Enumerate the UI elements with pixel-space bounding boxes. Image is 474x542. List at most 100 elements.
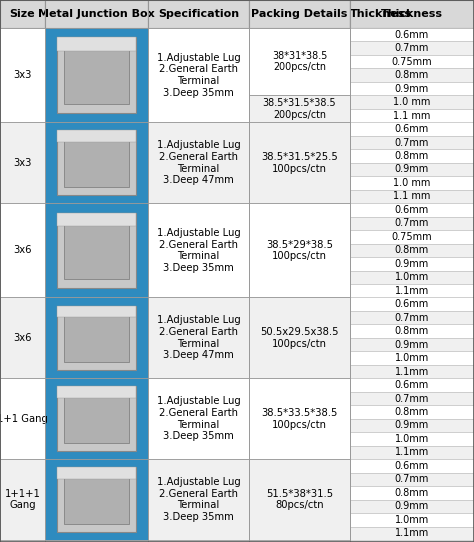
Bar <box>249 378 350 459</box>
Bar <box>350 0 474 28</box>
Text: 0.6mm: 0.6mm <box>395 380 429 390</box>
Bar <box>148 298 249 378</box>
Text: 1.0mm: 1.0mm <box>395 515 429 525</box>
Bar <box>64 475 129 524</box>
Text: 1.0mm: 1.0mm <box>395 272 429 282</box>
Text: 1.1 mm: 1.1 mm <box>393 191 431 202</box>
Text: 38.5*31.5*38.5
200pcs/ctn: 38.5*31.5*38.5 200pcs/ctn <box>263 98 337 120</box>
Text: 1.Adjustable Lug
2.General Earth
Terminal
3.Deep 35mm: 1.Adjustable Lug 2.General Earth Termina… <box>156 228 240 273</box>
Text: Metal Junction Box: Metal Junction Box <box>38 9 155 19</box>
Bar <box>350 109 474 122</box>
Text: 1.Adjustable Lug
2.General Earth
Terminal
3.Deep 47mm: 1.Adjustable Lug 2.General Earth Termina… <box>156 140 240 185</box>
Text: 0.9mm: 0.9mm <box>395 259 429 269</box>
Text: 51.5*38*31.5
80pcs/ctn: 51.5*38*31.5 80pcs/ctn <box>266 489 333 511</box>
Bar <box>350 41 474 55</box>
Text: 0.6mm: 0.6mm <box>395 30 429 40</box>
Bar <box>57 37 136 113</box>
Bar <box>57 131 136 195</box>
Text: 0.8mm: 0.8mm <box>395 326 429 336</box>
Bar <box>350 473 474 486</box>
Bar <box>57 131 136 142</box>
Text: 1.Adjustable Lug
2.General Earth
Terminal
3.Deep 47mm: 1.Adjustable Lug 2.General Earth Termina… <box>156 315 240 360</box>
Bar <box>64 394 129 443</box>
Bar <box>249 298 350 378</box>
Text: 0.6mm: 0.6mm <box>395 205 429 215</box>
Bar <box>350 459 474 473</box>
Bar <box>350 136 474 149</box>
Text: 0.9mm: 0.9mm <box>395 340 429 350</box>
Bar <box>350 0 411 28</box>
Bar <box>249 28 350 95</box>
Text: 0.7mm: 0.7mm <box>395 393 429 404</box>
Bar <box>350 95 474 109</box>
Bar <box>64 313 129 363</box>
Text: 0.9mm: 0.9mm <box>395 83 429 94</box>
Text: 1.Adjustable Lug
2.General Earth
Terminal
3.Deep 35mm: 1.Adjustable Lug 2.General Earth Termina… <box>156 477 240 522</box>
Text: 0.75mm: 0.75mm <box>392 57 432 67</box>
Bar <box>57 306 136 317</box>
Bar <box>57 467 136 479</box>
Bar <box>350 500 474 513</box>
Text: 1.0mm: 1.0mm <box>395 353 429 363</box>
Bar <box>57 467 136 532</box>
Bar <box>350 122 474 136</box>
Bar <box>350 432 474 446</box>
Bar <box>350 149 474 163</box>
Bar <box>350 203 474 217</box>
Text: 0.8mm: 0.8mm <box>395 246 429 255</box>
Bar <box>350 351 474 365</box>
Text: 1+1+1
Gang: 1+1+1 Gang <box>5 489 40 511</box>
Text: 0.8mm: 0.8mm <box>395 151 429 161</box>
Text: Specification: Specification <box>158 9 239 19</box>
Bar <box>249 122 350 203</box>
Text: 3x3: 3x3 <box>13 158 32 167</box>
Bar <box>350 365 474 378</box>
Text: 3x3: 3x3 <box>13 70 32 80</box>
Bar <box>45 122 148 203</box>
Bar <box>350 446 474 459</box>
Bar <box>0 122 45 203</box>
Bar <box>350 486 474 500</box>
Bar <box>350 163 474 176</box>
Bar <box>64 222 129 279</box>
Bar <box>45 378 148 459</box>
Text: 0.8mm: 0.8mm <box>395 407 429 417</box>
Bar <box>45 459 148 540</box>
Text: 0.7mm: 0.7mm <box>395 138 429 147</box>
Text: 38.5*33.5*38.5
100pcs/ctn: 38.5*33.5*38.5 100pcs/ctn <box>261 408 337 429</box>
Bar <box>350 243 474 257</box>
Bar <box>57 306 136 370</box>
Text: 0.8mm: 0.8mm <box>395 488 429 498</box>
Text: Thickness: Thickness <box>381 9 443 19</box>
Bar <box>350 405 474 419</box>
Text: 1.1mm: 1.1mm <box>395 447 429 457</box>
Bar <box>57 212 136 226</box>
Bar <box>249 203 350 298</box>
Text: 1.1mm: 1.1mm <box>395 528 429 538</box>
Bar <box>148 459 249 540</box>
Text: 1.1 mm: 1.1 mm <box>393 111 431 120</box>
Text: 3x6: 3x6 <box>13 333 32 343</box>
Text: Packing Details: Packing Details <box>251 9 348 19</box>
Bar <box>57 37 136 51</box>
Bar <box>0 0 45 28</box>
Bar <box>57 386 136 398</box>
Text: 0.6mm: 0.6mm <box>395 461 429 471</box>
Text: 0.9mm: 0.9mm <box>395 421 429 430</box>
Bar <box>350 513 474 526</box>
Text: 0.6mm: 0.6mm <box>395 124 429 134</box>
Bar <box>0 28 45 122</box>
Text: 0.7mm: 0.7mm <box>395 218 429 228</box>
Bar <box>45 203 148 298</box>
Bar <box>350 325 474 338</box>
Text: Size: Size <box>9 9 35 19</box>
Text: 1.1mm: 1.1mm <box>395 366 429 377</box>
Bar <box>350 338 474 351</box>
Bar <box>45 28 148 122</box>
Text: 1.0 mm: 1.0 mm <box>393 178 431 188</box>
Bar <box>249 459 350 540</box>
Text: 38.5*31.5*25.5
100pcs/ctn: 38.5*31.5*25.5 100pcs/ctn <box>261 152 338 173</box>
Bar <box>64 47 129 104</box>
Bar <box>350 311 474 325</box>
Text: 1.0mm: 1.0mm <box>395 434 429 444</box>
